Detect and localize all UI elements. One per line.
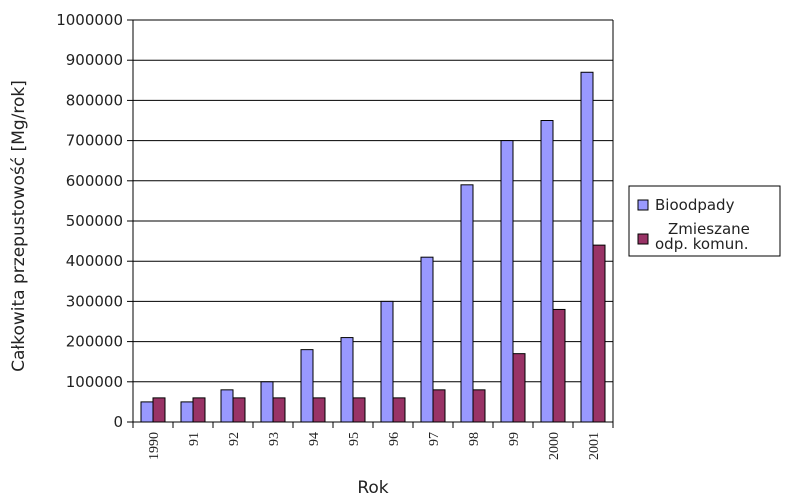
y-tick-label: 1000000: [56, 11, 123, 29]
legend-label-bioodpady: Bioodpady: [655, 196, 735, 214]
bar-zmieszane-1990: [152, 397, 166, 423]
legend-label-zmieszane: Zmieszane odp. komun.: [655, 220, 755, 253]
bar-zmieszane-96: [392, 397, 406, 423]
bar-zmieszane-97: [432, 389, 446, 423]
bar-bioodpady-98: [460, 184, 474, 423]
x-tick-labels: 1990 91 92 93 94 95 96 97 98 99 2000 2001: [147, 432, 602, 460]
bar-zmieszane-98: [472, 389, 486, 423]
y-tick-label: 900000: [66, 51, 123, 69]
x-tick-label: 93: [267, 432, 282, 446]
bars: [140, 71, 606, 423]
x-tick-label: 94: [307, 432, 322, 446]
y-tick-label: 600000: [66, 172, 123, 190]
x-tick-label: 99: [507, 432, 522, 446]
x-tick-label: 92: [227, 432, 242, 446]
bar-zmieszane-94: [312, 397, 326, 423]
legend-swatch-bioodpady: [637, 199, 649, 211]
y-tick-label: 400000: [66, 252, 123, 270]
y-tick-labels: 0 100000 200000 300000 400000 500000 600000 700…: [56, 11, 123, 431]
gridlines: [133, 19, 613, 383]
y-axis-label: Całkowita przepustowość [Mg/rok]: [9, 80, 29, 372]
bar-bioodpady-95: [340, 337, 354, 423]
bar-zmieszane-93: [272, 397, 286, 423]
axes: [127, 19, 614, 428]
legend-swatch-zmieszane: [637, 233, 649, 245]
bar-bioodpady-91: [180, 401, 194, 423]
y-tick-label: 800000: [66, 91, 123, 109]
x-tick-label: 2000: [547, 432, 562, 460]
bar-zmieszane-2000: [552, 308, 566, 423]
bar-bioodpady-93: [260, 381, 274, 423]
legend-label-zmieszane-line1: Zmieszane: [668, 220, 750, 238]
bar-bioodpady-94: [300, 349, 314, 423]
bar-bioodpady-2001: [580, 71, 594, 423]
bar-zmieszane-2001: [592, 244, 606, 423]
bar-bioodpady-1990: [140, 401, 154, 423]
y-tick-label: 0: [113, 413, 123, 431]
bar-zmieszane-91: [192, 397, 206, 423]
bar-bioodpady-96: [380, 300, 394, 423]
y-tick-label: 100000: [66, 373, 123, 391]
bar-zmieszane-99: [512, 353, 526, 423]
legend-label-zmieszane-line2: odp. komun.: [655, 235, 748, 253]
y-tick-label: 700000: [66, 132, 123, 150]
bar-bioodpady-92: [220, 389, 234, 423]
x-tick-label: 2001: [587, 432, 602, 460]
x-tick-label: 95: [347, 432, 362, 446]
x-tick-label: 97: [427, 432, 442, 446]
legend-box: [628, 185, 781, 257]
bar-bioodpady-99: [500, 140, 514, 423]
x-axis-label: Rok: [357, 478, 388, 498]
y-tick-label: 200000: [66, 333, 123, 351]
x-tick-label: 1990: [147, 432, 162, 460]
bar-zmieszane-92: [232, 397, 246, 423]
x-tick-label: 91: [187, 432, 202, 446]
bar-bioodpady-97: [420, 256, 434, 423]
y-tick-label: 300000: [66, 292, 123, 310]
x-tick-label: 98: [467, 432, 482, 446]
y-tick-label: 500000: [66, 212, 123, 230]
bar-bioodpady-2000: [540, 120, 554, 423]
bar-zmieszane-95: [352, 397, 366, 423]
x-tick-label: 96: [387, 432, 402, 446]
legend: Bioodpady Zmieszane odp. komun.: [628, 185, 781, 257]
